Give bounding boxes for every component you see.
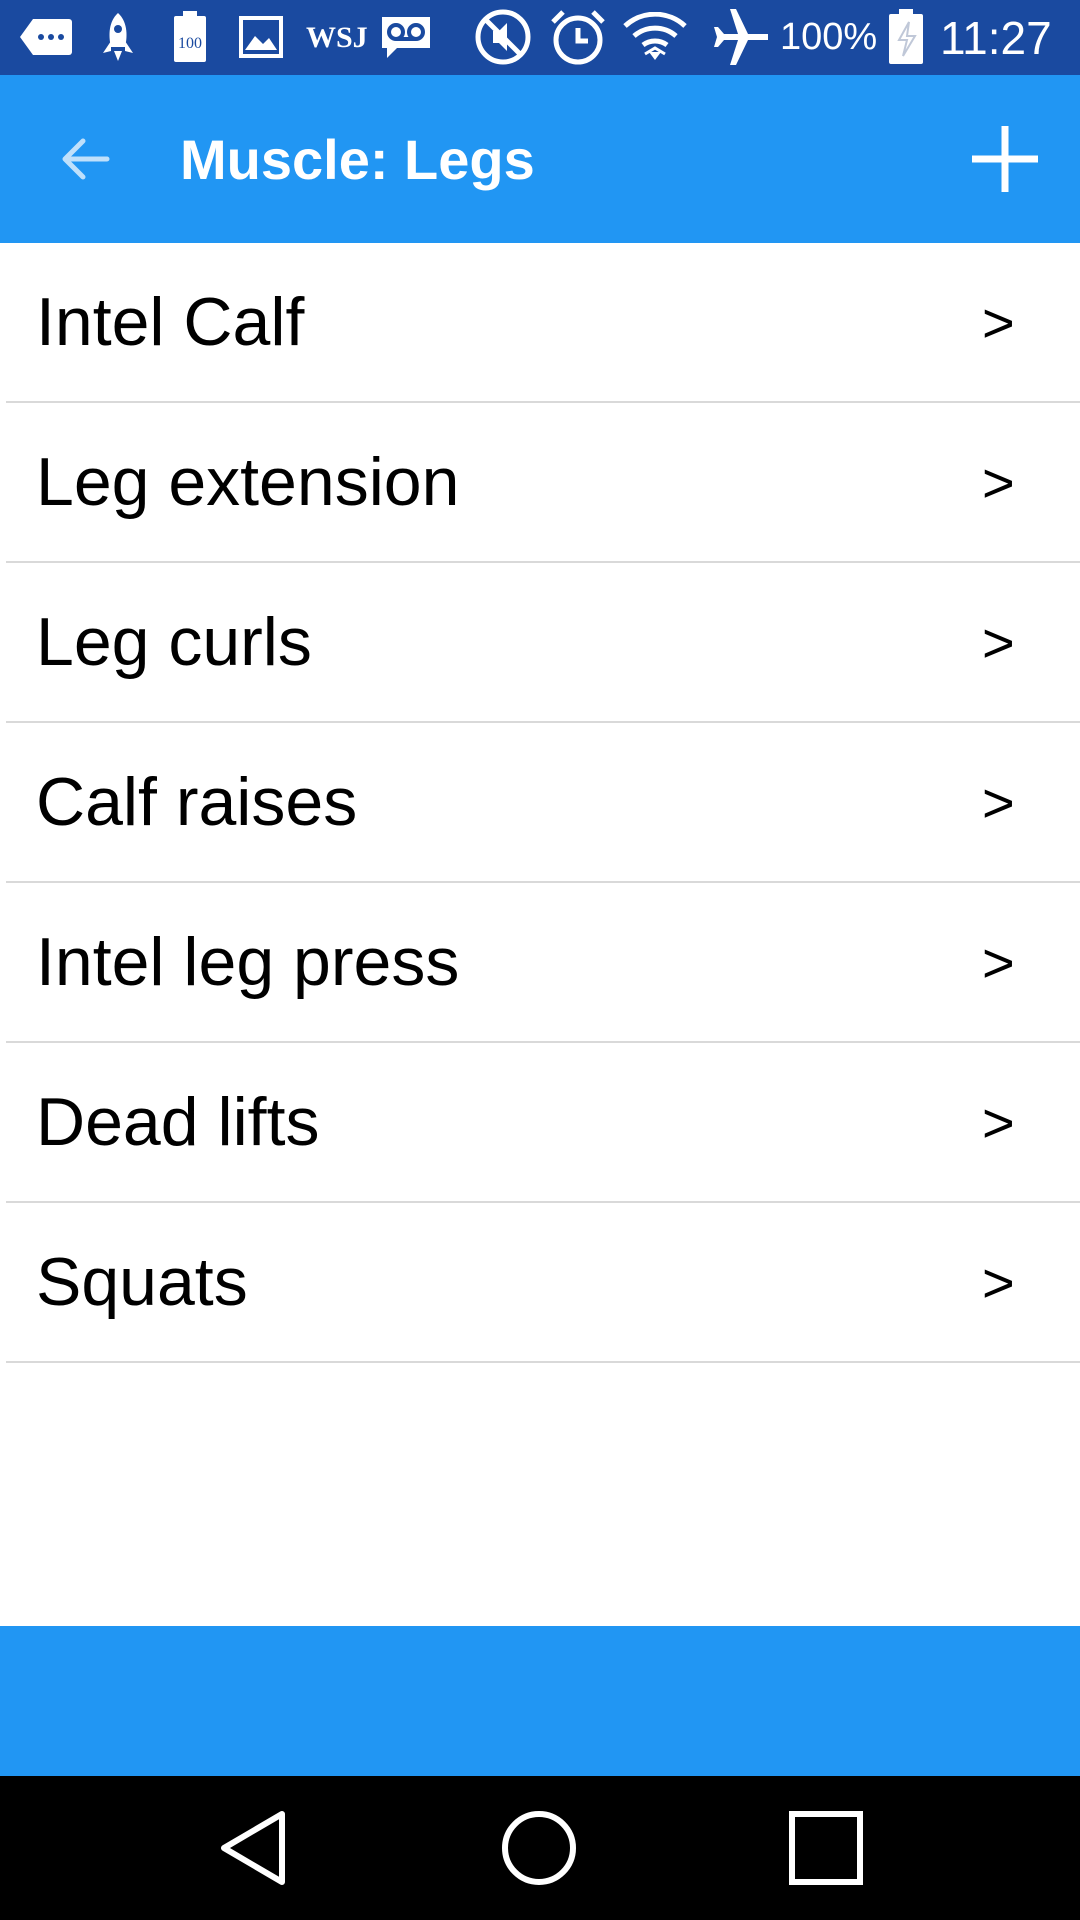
triangle-back-icon [221,1811,285,1885]
nav-recents-button[interactable] [776,1798,876,1898]
list-item-label: Squats [36,1244,248,1320]
list-item-label: Leg curls [36,604,312,680]
battery-percent: 100% [780,16,878,58]
back-button[interactable] [40,119,130,199]
list-item[interactable]: Dead lifts > [6,1043,1080,1203]
add-exercise-button[interactable] [960,119,1050,199]
chevron-right-icon: > [982,1250,1015,1314]
alarm-icon [548,8,608,66]
chevron-right-icon: > [982,770,1015,834]
circle-home-icon [502,1811,576,1885]
battery-icon [886,8,926,66]
nav-back-button[interactable] [204,1798,304,1898]
exercise-list: Intel Calf > Leg extension > Leg curls >… [0,243,1080,1363]
square-recents-icon [789,1811,863,1885]
nav-home-button[interactable] [489,1798,589,1898]
list-item-label: Intel leg press [36,924,460,1000]
list-item[interactable]: Intel leg press > [6,883,1080,1043]
chevron-right-icon: > [982,610,1015,674]
rocket-icon [96,8,140,66]
chevron-right-icon: > [982,290,1015,354]
list-item-label: Intel Calf [36,284,305,360]
list-item[interactable]: Calf raises > [6,723,1080,883]
list-item[interactable]: Intel Calf > [6,243,1080,403]
plus-icon [972,126,1038,192]
wifi-icon [622,8,688,66]
message-icon [18,8,74,66]
status-bar: 100 WSJ 100% 11:27 [0,0,1080,75]
app-bar: Muscle: Legs [0,75,1080,243]
list-item[interactable]: Leg extension > [6,403,1080,563]
chevron-right-icon: > [982,1090,1015,1154]
arrow-left-icon [62,138,110,180]
wsj-icon: WSJ [306,20,368,54]
image-icon [238,8,284,66]
list-item-label: Dead lifts [36,1084,320,1160]
chevron-right-icon: > [982,450,1015,514]
mute-icon [474,8,532,66]
chevron-right-icon: > [982,930,1015,994]
battery-notification-icon: 100 [168,8,212,66]
bottom-bar [0,1626,1080,1776]
list-item-label: Calf raises [36,764,358,840]
voicemail-icon [378,8,434,66]
page-title: Muscle: Legs [180,127,535,191]
list-item[interactable]: Squats > [6,1203,1080,1363]
navigation-bar [0,1776,1080,1920]
list-item-label: Leg extension [36,444,460,520]
svg-text:100: 100 [178,35,202,52]
clock: 11:27 [940,11,1052,64]
airplane-mode-icon [710,8,772,66]
list-item[interactable]: Leg curls > [6,563,1080,723]
